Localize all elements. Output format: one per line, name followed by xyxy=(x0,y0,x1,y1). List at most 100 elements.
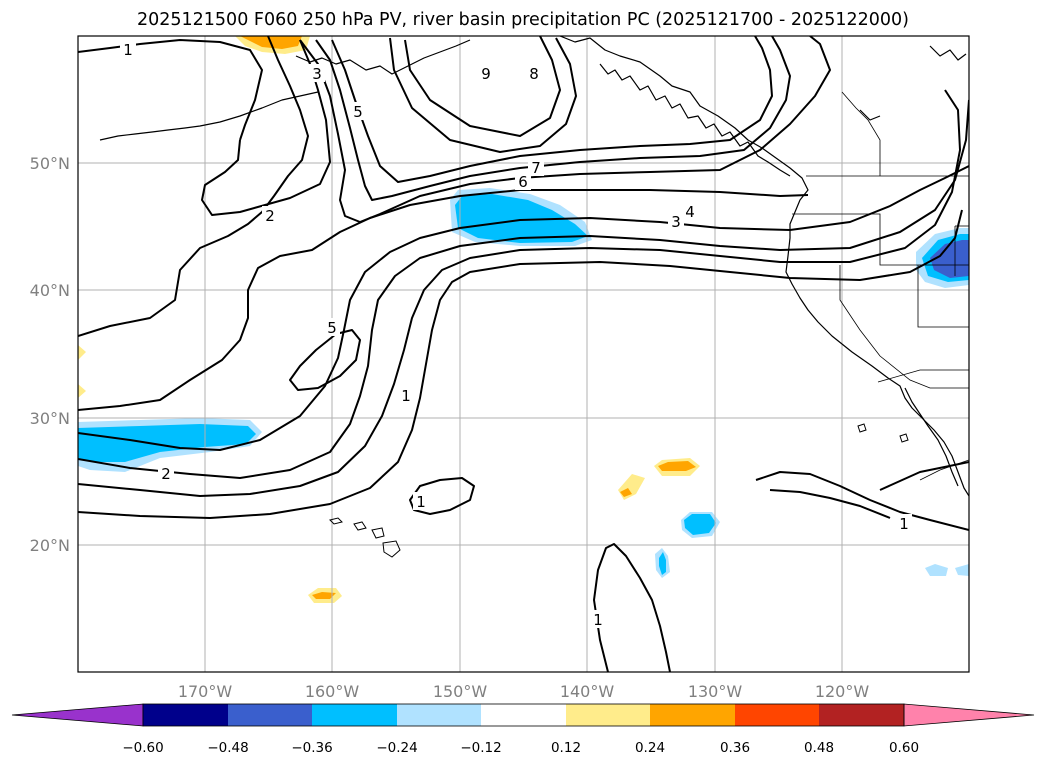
hawaii-island xyxy=(371,527,385,539)
hawaii-island xyxy=(329,517,343,525)
contour-label: 6 xyxy=(518,173,528,191)
coast-fragment xyxy=(929,45,967,61)
precip-negative-strong-area xyxy=(930,240,969,278)
contour-label: 2 xyxy=(161,465,171,483)
colorbar-segment xyxy=(228,704,312,726)
aleutian-islands-chain xyxy=(99,91,319,141)
precip-negative-moderate-area xyxy=(659,552,666,575)
contour-label: 5 xyxy=(353,103,363,121)
province-border xyxy=(841,91,881,176)
contour-label: 1 xyxy=(416,493,426,511)
pv-contour-3 xyxy=(78,189,809,411)
pv-contour-8 xyxy=(389,37,577,153)
colorbar-segment xyxy=(566,704,650,726)
colorbar-tick-label: −0.24 xyxy=(376,740,417,756)
precip-positive-weak-area xyxy=(78,384,86,398)
pv-contour-labels: 1 3 5 9 8 7 6 4 3 2 5 1 1 2 xyxy=(120,40,912,629)
pv-contour-4 xyxy=(78,165,969,451)
contour-label: 1 xyxy=(401,387,411,405)
colorbar-segment xyxy=(650,704,735,726)
precip-positive-moderate-area xyxy=(312,592,336,599)
precip-negative-moderate-area xyxy=(455,194,588,243)
pv-contour-upper-6 xyxy=(315,36,791,201)
map-frame xyxy=(77,35,970,673)
precip-negative-moderate-area xyxy=(684,514,716,535)
colorbar: −0.60 −0.48 −0.36 −0.24 −0.12 0.12 0.24 … xyxy=(11,703,1035,756)
graticule xyxy=(78,36,969,672)
contour-label: 9 xyxy=(481,65,491,83)
pv-contour-5-cutoff xyxy=(289,329,361,391)
coast-fragment xyxy=(859,109,881,121)
precip-positive-weak-area xyxy=(78,345,86,360)
pv-contour-2-upper xyxy=(201,39,331,216)
colorbar-tick-label: −0.60 xyxy=(122,740,163,756)
contour-label: 1 xyxy=(593,611,603,629)
lat-label: 40°N xyxy=(30,281,70,300)
colorbar-extend-max xyxy=(903,703,1035,727)
colorbar-segment xyxy=(143,704,228,726)
lon-label: 120°W xyxy=(815,682,870,701)
latitude-labels: 50°N 40°N 30°N 20°N xyxy=(30,154,70,555)
pv-contour-1-east-c xyxy=(879,461,969,491)
pv-contour-upper-5 xyxy=(331,36,773,183)
alaska-panhandle-islands xyxy=(599,63,791,177)
precip-negative-moderate-area xyxy=(78,424,256,462)
lat-label: 50°N xyxy=(30,154,70,173)
colorbar-segment xyxy=(819,704,904,726)
colorbar-frame xyxy=(142,703,905,727)
colorbar-tick-label: −0.12 xyxy=(460,740,501,756)
precip-negative-weak-area xyxy=(955,564,969,576)
colorbar-segment xyxy=(481,704,566,726)
colorbar-tick-label: 0.60 xyxy=(889,740,919,756)
colorbar-segment xyxy=(735,704,819,726)
state-border xyxy=(917,265,969,328)
precip-negative-weak-area xyxy=(925,564,948,576)
colorbar-segment xyxy=(397,704,481,726)
lon-label: 150°W xyxy=(433,682,488,701)
colorbar-extend-min xyxy=(11,703,144,727)
pv-contour-5 xyxy=(78,99,969,479)
pv-contour-1-south xyxy=(593,543,671,672)
lat-label: 20°N xyxy=(30,536,70,555)
pv-contour-1-east xyxy=(755,471,969,531)
colorbar-tick-label: −0.36 xyxy=(291,740,332,756)
contour-label: 4 xyxy=(685,203,695,221)
map-panel: 1 3 5 9 8 7 6 4 3 2 5 1 1 2 xyxy=(78,36,969,672)
colorbar-segment xyxy=(312,704,397,726)
hawaii-island-big xyxy=(382,540,401,558)
lon-label: 140°W xyxy=(560,682,615,701)
colorbar-tick-label: −0.48 xyxy=(207,740,248,756)
contour-label: 1 xyxy=(123,41,133,59)
us-mexico-border xyxy=(877,369,969,383)
hawaii-island xyxy=(353,521,367,531)
pv-contour-1-east-b xyxy=(769,489,891,519)
contour-label: 7 xyxy=(531,159,541,177)
state-border xyxy=(839,265,969,389)
pv-contour-9 xyxy=(404,36,561,137)
lon-label: 160°W xyxy=(305,682,360,701)
precipitation-shading xyxy=(78,36,969,603)
map-title: 2025121500 F060 250 hPa PV, river basin … xyxy=(137,10,909,30)
pv-contour-6 xyxy=(78,89,961,497)
colorbar-tick-label: 0.12 xyxy=(551,740,581,756)
longitude-labels: 170°W 160°W 150°W 140°W 130°W 120°W xyxy=(178,682,870,701)
contour-label: 3 xyxy=(671,213,681,231)
contour-label: 2 xyxy=(265,207,275,225)
lon-label: 170°W xyxy=(178,682,233,701)
colorbar-tick-label: 0.48 xyxy=(804,740,834,756)
pv-contour-1-island xyxy=(409,477,475,515)
precip-positive-moderate-area xyxy=(620,488,632,497)
contour-label: 3 xyxy=(312,65,322,83)
baja-peninsula-coast xyxy=(904,387,959,487)
island xyxy=(857,423,867,433)
colorbar-tick-label: 0.36 xyxy=(720,740,750,756)
pv-contours xyxy=(78,36,969,672)
precip-positive-moderate-area xyxy=(658,461,696,471)
lat-label: 30°N xyxy=(30,409,70,428)
contour-label: 1 xyxy=(899,515,909,533)
alaska-southern-coast xyxy=(295,39,471,75)
contour-label: 8 xyxy=(529,65,539,83)
pv-contour-7 xyxy=(78,209,963,519)
pv-contour-upper-7 xyxy=(299,36,831,223)
